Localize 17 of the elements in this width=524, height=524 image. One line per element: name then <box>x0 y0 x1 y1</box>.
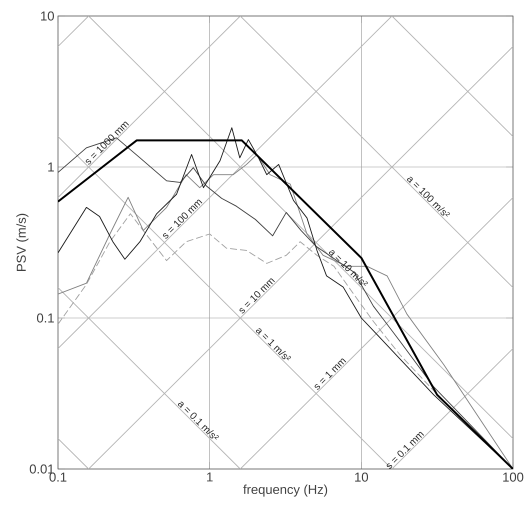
annotation: a = 0.1 m/s² <box>178 402 219 440</box>
annotation: s = 10 mm <box>240 278 275 314</box>
annotation: s = 1 mm <box>314 358 346 390</box>
y-tick-label: 1 <box>48 162 54 172</box>
x-axis-title: frequency (Hz) <box>243 484 328 497</box>
x-tick-label: 1 <box>207 472 213 482</box>
y-tick-label: 0.01 <box>30 464 54 474</box>
y-axis-title: PSV (m/s) <box>16 214 28 271</box>
annotation: a = 10 m/s² <box>328 250 368 286</box>
x-tick-label: 10 <box>355 472 368 482</box>
x-tick-label: 100 <box>503 472 524 482</box>
annotation: s = 100 mm <box>162 200 202 239</box>
y-tick-label: 0.1 <box>36 313 54 323</box>
annotation: a = 1 m/s² <box>256 328 291 360</box>
annotation: a = 100 m/s² <box>407 176 450 217</box>
annotation: s = 0.1 mm <box>386 432 424 469</box>
y-tick-label: 10 <box>41 11 54 21</box>
